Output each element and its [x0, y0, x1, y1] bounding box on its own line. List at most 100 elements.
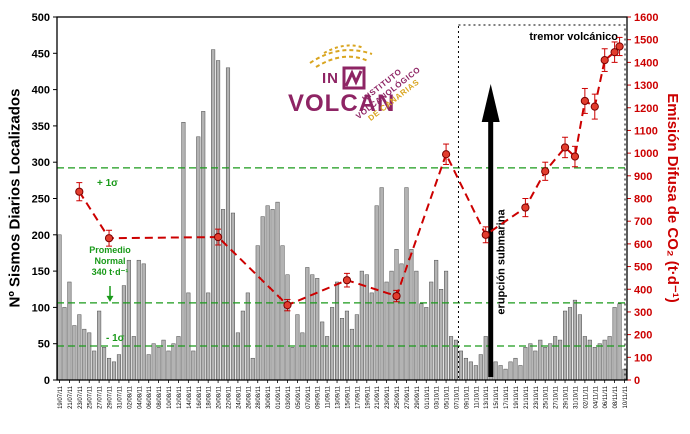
svg-text:300: 300: [634, 307, 652, 319]
co2-point: [104, 234, 114, 243]
tremor-region: tremor volcánico: [457, 24, 626, 381]
x-tick-label: 10/08/11: [167, 385, 173, 409]
promedio-label: Promedio: [89, 245, 131, 255]
x-tick-label: 01/09/11: [276, 385, 282, 409]
co2-point: [570, 152, 580, 161]
co2-point: [392, 291, 401, 301]
co2-line: [75, 36, 624, 312]
svg-text:500: 500: [634, 262, 652, 274]
svg-text:200: 200: [32, 230, 50, 242]
x-tick-label: 29/10/11: [564, 385, 570, 409]
x-tick-label: 21/10/11: [524, 385, 530, 409]
svg-text:700: 700: [634, 216, 652, 228]
svg-text:1100: 1100: [634, 125, 658, 137]
co2-point: [75, 187, 84, 196]
x-tick-label: 07/09/11: [306, 385, 312, 409]
x-tick-label: 30/08/11: [266, 385, 272, 409]
x-tick-label: 13/09/11: [336, 385, 342, 409]
x-tick-label: 23/10/11: [534, 385, 540, 409]
plus-sigma-label: + 1σ: [97, 178, 118, 189]
x-tick-label: 19/07/11: [58, 385, 64, 409]
x-tick-label: 19/10/11: [514, 385, 520, 409]
svg-text:100: 100: [634, 352, 652, 364]
svg-text:1500: 1500: [634, 35, 658, 47]
x-tick-label: 01/10/11: [425, 385, 431, 409]
x-tick-label: 04/11/11: [593, 385, 599, 408]
co2-point: [283, 301, 292, 310]
x-tick-label: 23/09/11: [385, 385, 391, 409]
co2-point: [615, 42, 624, 51]
svg-text:1600: 1600: [634, 12, 658, 24]
x-tick-label: 24/08/11: [236, 385, 242, 409]
svg-text:50: 50: [38, 339, 50, 351]
x-tick-label: 11/09/11: [326, 385, 332, 408]
minus-sigma-label: - 1σ: [106, 333, 125, 344]
svg-text:900: 900: [634, 171, 652, 183]
x-tick-label: 09/09/11: [316, 385, 322, 409]
x-tick-label: 25/07/11: [88, 385, 94, 409]
svg-text:450: 450: [32, 48, 50, 60]
x-tick-label: 06/11/11: [603, 385, 609, 408]
x-tick-label: 07/10/11: [455, 385, 461, 409]
x-tick-label: 08/11/11: [613, 385, 619, 408]
svg-text:0: 0: [44, 375, 50, 387]
left-axis-title: Nº Sismos Diarios Localizados: [6, 88, 24, 308]
svg-text:1300: 1300: [634, 80, 658, 92]
x-tick-label: 15/10/11: [494, 385, 500, 409]
x-tick-label: 05/09/11: [296, 385, 302, 409]
x-tick-label: 27/09/11: [405, 385, 411, 409]
x-tick-label: 21/07/11: [68, 385, 74, 409]
x-tick-label: 27/10/11: [554, 385, 560, 409]
x-axis: 19/07/11 21/07/11 23/07/11 25/07/11 27/07/11…: [58, 380, 629, 409]
x-tick-label: 06/08/11: [147, 385, 153, 409]
x-tick-label: 02/11/11: [583, 385, 589, 408]
left-axis: 0 50 100 150 200 250 300 350 400 450 500: [32, 12, 57, 387]
x-tick-label: 15/09/11: [345, 385, 351, 409]
x-tick-label: 18/08/11: [207, 385, 213, 409]
svg-text:800: 800: [634, 194, 652, 206]
plot-frame: [56, 16, 628, 381]
right-axis: 0 100 200 300 400 500 600 700 800 900 1000 1100 1200…: [627, 12, 658, 387]
x-tick-label: 16/08/11: [197, 385, 203, 409]
co2-point: [541, 167, 550, 176]
co2-point: [213, 232, 223, 242]
x-tick-label: 22/08/11: [227, 385, 233, 409]
svg-text:1400: 1400: [634, 57, 658, 69]
tremor-label: tremor volcánico: [529, 31, 618, 43]
x-tick-label: 20/08/11: [217, 385, 223, 409]
x-tick-label: 28/08/11: [256, 385, 262, 409]
co2-point: [580, 96, 589, 106]
svg-text:200: 200: [634, 330, 652, 342]
co2-point: [600, 56, 609, 65]
x-tick-label: 09/10/11: [464, 385, 470, 409]
svg-text:400: 400: [634, 284, 652, 296]
x-tick-label: 04/08/11: [137, 385, 143, 409]
promedio-label: 340 t·d⁻¹: [92, 267, 129, 277]
x-tick-label: 10/11/11: [623, 385, 629, 408]
svg-text:400: 400: [32, 85, 50, 97]
x-tick-label: 03/10/11: [435, 385, 441, 409]
x-tick-label: 23/07/11: [78, 385, 84, 409]
x-tick-label: 12/08/11: [177, 385, 183, 409]
x-tick-label: 17/09/11: [355, 385, 361, 409]
eruption-annotation: erupción submarina: [481, 84, 508, 377]
x-tick-label: 11/10/11: [474, 385, 480, 408]
svg-text:350: 350: [32, 121, 50, 133]
co2-point: [521, 203, 530, 212]
x-tick-label: 05/10/11: [445, 385, 451, 409]
x-tick-label: 03/09/11: [286, 385, 292, 409]
svg-text:1000: 1000: [634, 148, 658, 160]
co2-point: [481, 230, 490, 239]
x-tick-label: 27/07/11: [98, 385, 104, 409]
co2-point: [441, 150, 451, 159]
svg-text:1200: 1200: [634, 103, 658, 115]
promedio-label: Normal: [94, 256, 125, 266]
x-tick-label: 25/10/11: [544, 385, 550, 409]
x-tick-label: 31/07/11: [117, 385, 123, 409]
svg-text:150: 150: [32, 266, 50, 278]
co2-point: [342, 276, 352, 285]
x-tick-label: 25/09/11: [395, 385, 401, 409]
co2-point: [590, 102, 599, 111]
svg-text:600: 600: [634, 239, 652, 251]
x-tick-label: 17/10/11: [504, 385, 510, 409]
